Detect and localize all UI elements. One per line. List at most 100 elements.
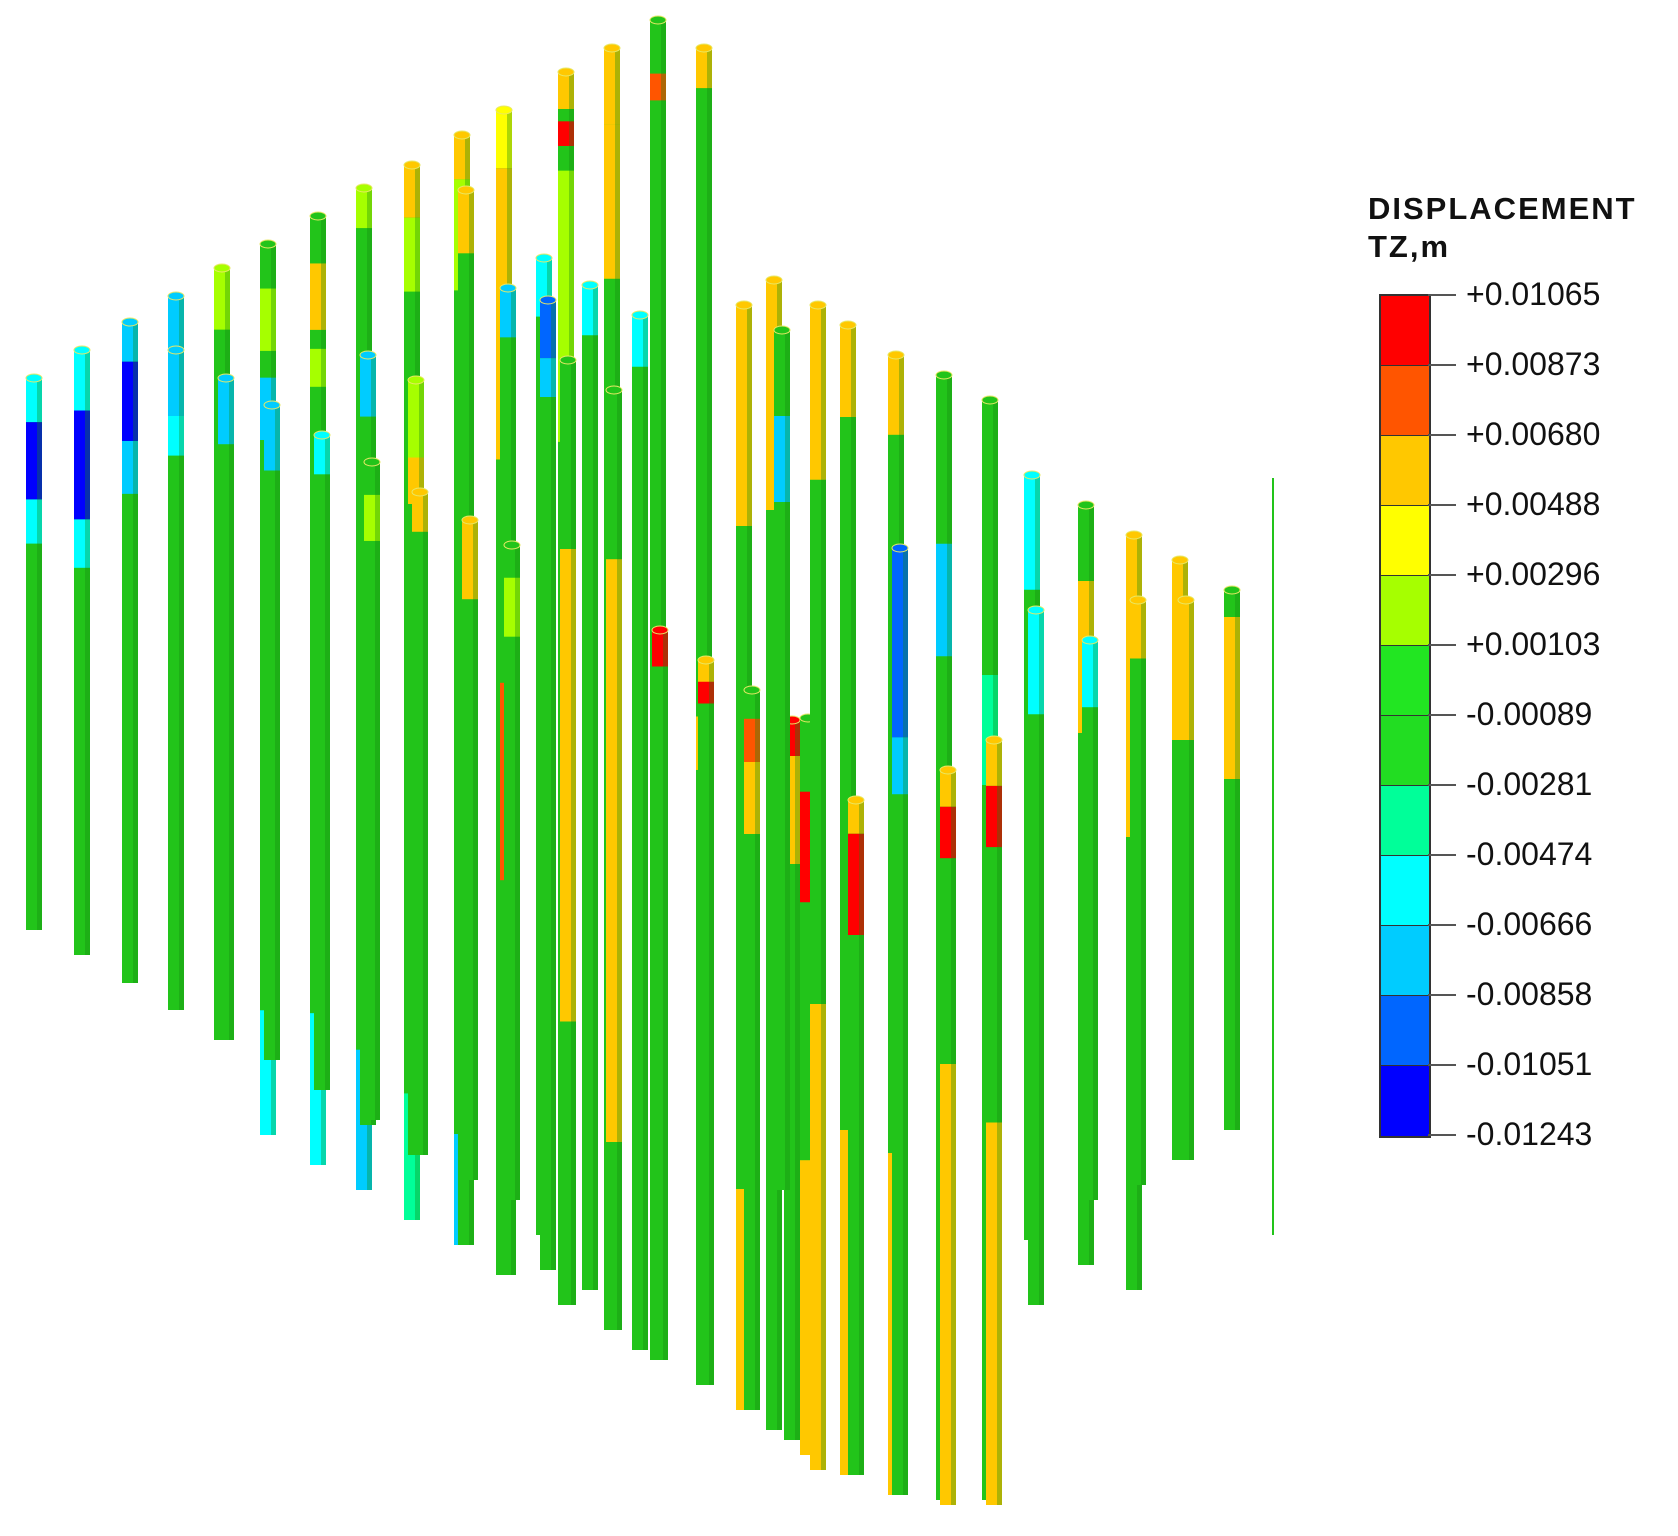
pile-head <box>1223 585 1241 595</box>
scale-tick <box>1428 294 1456 296</box>
scale-tick-label: -0.01051 <box>1466 1046 1593 1082</box>
displacement-contour-segment <box>986 785 1002 848</box>
pile <box>809 300 827 1470</box>
pile-head <box>1023 470 1041 480</box>
pile <box>581 280 599 1290</box>
pile-shaft <box>364 462 380 1120</box>
scale-tick <box>1428 854 1456 856</box>
pile-head <box>539 295 557 305</box>
pile-shaft <box>774 330 790 1190</box>
pile-head <box>939 765 957 775</box>
pile <box>847 795 865 1475</box>
pile <box>1081 635 1099 1200</box>
pile-head <box>25 373 43 383</box>
displacement-contour-segment <box>404 217 420 292</box>
pile-head <box>411 487 429 497</box>
color-band <box>1381 856 1429 926</box>
pile <box>697 655 715 1385</box>
pile-head <box>559 355 577 365</box>
displacement-contour-segment <box>504 577 520 637</box>
pile <box>167 345 185 1010</box>
pile-shading <box>1235 590 1240 1130</box>
pile <box>1177 595 1195 1160</box>
displacement-legend: DISPLACEMENT TZ,m +0.01065 +0.00873 +0.006… <box>1368 190 1668 1150</box>
pile-shading <box>1189 600 1194 1160</box>
pile-head <box>167 345 185 355</box>
displacement-contour-segment <box>606 559 622 1142</box>
pile-shading <box>1039 610 1044 1305</box>
displacement-contour-segment <box>168 416 184 456</box>
pile-shading <box>593 285 598 1290</box>
pile-head <box>309 211 327 221</box>
displacement-contour-segment <box>364 494 380 541</box>
pile-shading <box>663 630 668 1360</box>
pile <box>503 540 521 1200</box>
scale-tick <box>1428 994 1456 996</box>
displacement-contour-segment <box>260 288 276 351</box>
scale-tick-label: -0.01243 <box>1466 1116 1593 1152</box>
pile <box>121 317 139 983</box>
pile-shading <box>473 520 478 1180</box>
displacement-contour-segment <box>558 72 574 109</box>
pile-head <box>1171 555 1189 565</box>
legend-title: DISPLACEMENT <box>1368 191 1637 226</box>
displacement-contour-segment <box>698 681 714 704</box>
pile-head <box>773 325 791 335</box>
pile-shaft <box>504 545 520 1200</box>
pile-head <box>535 253 553 263</box>
color-band <box>1381 996 1429 1066</box>
pile-shading <box>709 660 714 1385</box>
displacement-contour-segment <box>540 358 556 397</box>
pile-head <box>167 291 185 301</box>
pile-head <box>263 400 281 410</box>
displacement-contour-segment <box>1178 600 1194 740</box>
pile-head <box>359 350 377 360</box>
pile-head <box>735 300 753 310</box>
pile-head <box>649 15 667 25</box>
color-band <box>1381 296 1429 366</box>
pile-shaft <box>1082 640 1098 1200</box>
displacement-contour-segment <box>540 300 556 359</box>
pile <box>539 295 557 1270</box>
color-band <box>1381 716 1429 786</box>
pile-head <box>743 685 761 695</box>
pile-shading <box>859 800 864 1475</box>
pile-head <box>313 430 331 440</box>
pile-shading <box>275 405 280 1060</box>
color-band <box>1381 926 1429 996</box>
pile-head <box>603 43 621 53</box>
scale-tick <box>1428 434 1456 436</box>
color-band <box>1381 436 1429 506</box>
color-band <box>1381 506 1429 576</box>
displacement-contour-segment <box>74 519 90 568</box>
pile-shaft <box>314 435 330 1090</box>
scale-tick <box>1428 924 1456 926</box>
pile-shading <box>643 315 648 1350</box>
pile <box>217 373 235 1040</box>
pile-head <box>503 540 521 550</box>
scale-tick-label: +0.00873 <box>1466 346 1601 382</box>
pile-shading <box>37 378 42 930</box>
pile-shading <box>821 305 826 1470</box>
displacement-contour-segment <box>122 322 138 362</box>
displacement-contour-segment <box>122 361 138 441</box>
displacement-contour-segment <box>582 285 598 336</box>
pile <box>605 385 623 1330</box>
displacement-contour-segment <box>1130 600 1146 659</box>
displacement-contour-segment <box>892 737 908 795</box>
scale-tick-label: -0.00666 <box>1466 906 1593 942</box>
pile-head <box>499 283 517 293</box>
pile-head <box>809 300 827 310</box>
displacement-contour-segment <box>454 135 470 180</box>
pile <box>461 515 479 1180</box>
pile-head <box>403 160 421 170</box>
pile <box>263 400 281 1060</box>
displacement-contour-segment <box>560 549 576 1022</box>
pile-shading <box>515 545 520 1200</box>
pile-shading <box>617 390 622 1330</box>
displacement-contour-segment <box>888 355 904 435</box>
displacement-contour-segment <box>632 315 648 367</box>
pile-head <box>217 373 235 383</box>
pile-shading <box>1093 640 1098 1200</box>
